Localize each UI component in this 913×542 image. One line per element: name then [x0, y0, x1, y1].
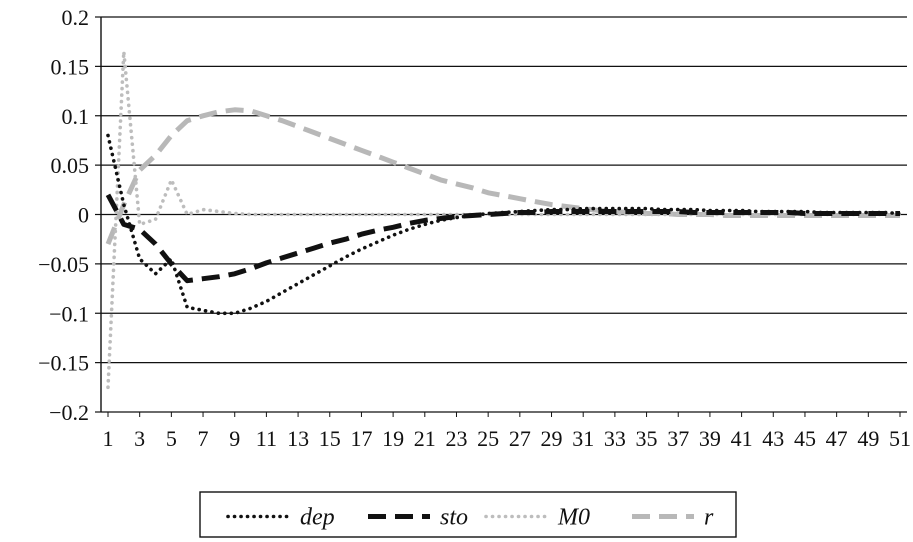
y-tick-label: −0.2: [49, 400, 89, 425]
series-line-r: [105, 107, 900, 246]
x-tick-label: 13: [287, 426, 309, 451]
series-line-m0: [106, 49, 902, 390]
x-tick-label: 49: [857, 426, 879, 451]
x-tick-label: 51: [889, 426, 911, 451]
y-tick-label: 0.05: [51, 153, 90, 178]
x-tick-label: 25: [477, 426, 499, 451]
x-tick-label: 23: [445, 426, 467, 451]
y-tick-label: −0.15: [38, 351, 89, 376]
x-tick-label: 15: [319, 426, 341, 451]
y-tick-label: 0.1: [62, 104, 90, 129]
y-tick-label: −0.05: [38, 252, 89, 277]
y-tick-label: 0.15: [51, 54, 90, 79]
y-tick-label: 0.2: [62, 5, 90, 30]
x-tick-label: 5: [166, 426, 177, 451]
x-tick-label: 31: [572, 426, 594, 451]
x-tick-label: 9: [229, 426, 240, 451]
x-tick-label: 17: [350, 426, 372, 451]
x-tick-label: 41: [731, 426, 753, 451]
axes: [95, 16, 901, 417]
x-tick-label: 21: [414, 426, 436, 451]
x-tick-label: 45: [794, 426, 816, 451]
y-tick-label: −0.1: [49, 301, 89, 326]
y-tick-labels: 0.2 0.15 0.1 0.05 0 −0.05 −0.1 −0.15 −0.2: [38, 5, 89, 425]
x-tick-label: 39: [699, 426, 721, 451]
x-tick-label: 19: [382, 426, 404, 451]
x-tick-label: 7: [198, 426, 209, 451]
series-line-sto: [105, 193, 900, 284]
x-tick-label: 43: [762, 426, 784, 451]
legend-label-dep: dep: [300, 505, 335, 531]
x-tick-label: 33: [604, 426, 626, 451]
series-line-dep: [106, 133, 902, 316]
x-tick-label: 1: [103, 426, 114, 451]
x-tick-label: 29: [541, 426, 563, 451]
x-tick-label: 37: [667, 426, 689, 451]
x-tick-label: 3: [134, 426, 145, 451]
x-tick-label: 47: [826, 426, 848, 451]
x-tick-label: 27: [509, 426, 531, 451]
x-tick-label: 11: [256, 426, 277, 451]
legend-label-sto: sto: [440, 505, 468, 531]
legend-label-r: r: [704, 505, 714, 531]
x-tick-label: 35: [636, 426, 658, 451]
y-tick-label: 0: [78, 203, 89, 228]
legend: dep sto M0 r: [199, 491, 737, 538]
series-lines: [105, 49, 902, 390]
legend-label-m0: M0: [557, 505, 590, 531]
x-tick-labels: 1 3 5 7 9 11 13 15 17 19 21 23 25 27 29 31 33 35 37 39 41 43 4…: [103, 426, 912, 451]
